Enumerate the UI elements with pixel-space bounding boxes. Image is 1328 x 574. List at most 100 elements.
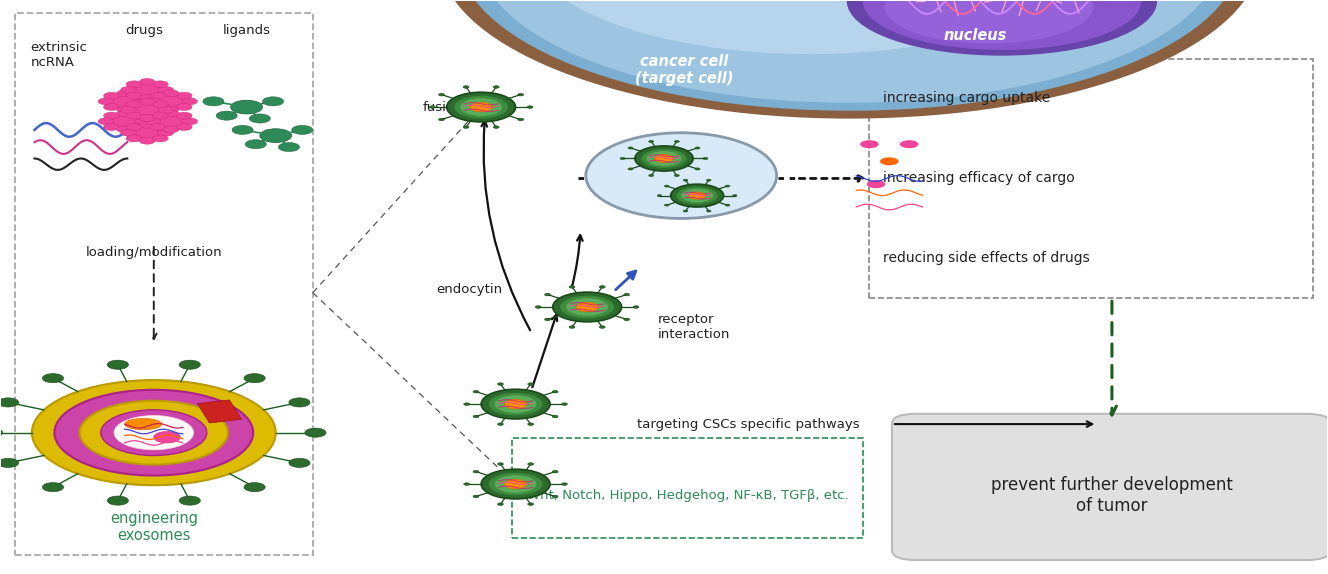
- Text: reducing side effects of drugs: reducing side effects of drugs: [883, 251, 1089, 265]
- Ellipse shape: [0, 458, 19, 467]
- Bar: [15, 13, 313, 556]
- Ellipse shape: [633, 306, 639, 308]
- Ellipse shape: [438, 0, 1260, 119]
- Text: cancer cell
(target cell): cancer cell (target cell): [635, 54, 733, 86]
- Ellipse shape: [108, 496, 129, 505]
- Ellipse shape: [599, 286, 606, 288]
- Ellipse shape: [544, 293, 551, 296]
- Ellipse shape: [263, 97, 284, 106]
- Text: increasing cargo uptake: increasing cargo uptake: [883, 91, 1050, 106]
- Ellipse shape: [494, 395, 537, 413]
- Ellipse shape: [101, 410, 207, 456]
- Ellipse shape: [498, 423, 503, 425]
- Text: ligands: ligands: [223, 24, 271, 37]
- Text: endocytin: endocytin: [436, 284, 502, 296]
- Ellipse shape: [104, 113, 120, 119]
- Ellipse shape: [664, 185, 669, 187]
- Ellipse shape: [292, 125, 313, 134]
- Ellipse shape: [733, 195, 737, 196]
- Ellipse shape: [880, 157, 899, 165]
- Text: receptor
interaction: receptor interaction: [657, 313, 730, 341]
- Ellipse shape: [552, 292, 622, 322]
- Ellipse shape: [438, 94, 445, 96]
- Ellipse shape: [158, 129, 174, 136]
- Ellipse shape: [473, 390, 479, 393]
- Ellipse shape: [703, 157, 708, 160]
- Ellipse shape: [657, 195, 661, 196]
- Ellipse shape: [130, 113, 146, 119]
- Ellipse shape: [203, 97, 224, 106]
- Ellipse shape: [463, 126, 469, 129]
- Ellipse shape: [681, 188, 713, 203]
- Ellipse shape: [552, 415, 558, 418]
- Ellipse shape: [706, 179, 710, 181]
- Ellipse shape: [463, 86, 469, 88]
- Ellipse shape: [527, 463, 534, 466]
- Bar: [870, 59, 1313, 298]
- Ellipse shape: [900, 140, 919, 148]
- Ellipse shape: [861, 140, 879, 148]
- Ellipse shape: [179, 360, 201, 369]
- Bar: [198, 400, 242, 423]
- Ellipse shape: [562, 403, 567, 405]
- FancyBboxPatch shape: [892, 414, 1328, 560]
- Ellipse shape: [0, 398, 19, 407]
- Ellipse shape: [246, 139, 267, 149]
- Ellipse shape: [0, 428, 3, 437]
- Ellipse shape: [290, 458, 309, 467]
- Ellipse shape: [158, 87, 174, 94]
- Ellipse shape: [179, 496, 201, 505]
- Ellipse shape: [576, 302, 598, 312]
- Ellipse shape: [126, 135, 142, 142]
- Ellipse shape: [231, 100, 263, 114]
- Ellipse shape: [847, 0, 1157, 56]
- Ellipse shape: [150, 92, 166, 99]
- Ellipse shape: [863, 0, 1141, 50]
- Ellipse shape: [463, 483, 470, 486]
- Ellipse shape: [867, 180, 886, 188]
- Ellipse shape: [150, 113, 166, 119]
- Ellipse shape: [527, 106, 533, 108]
- Ellipse shape: [438, 118, 445, 121]
- Ellipse shape: [260, 129, 292, 142]
- Ellipse shape: [695, 168, 700, 170]
- Ellipse shape: [559, 295, 615, 319]
- Ellipse shape: [104, 103, 120, 110]
- Ellipse shape: [139, 137, 155, 144]
- Ellipse shape: [884, 0, 1093, 44]
- Ellipse shape: [473, 495, 479, 498]
- Ellipse shape: [535, 306, 540, 308]
- Ellipse shape: [645, 151, 683, 166]
- Ellipse shape: [586, 133, 777, 219]
- Ellipse shape: [157, 115, 186, 127]
- Ellipse shape: [135, 118, 151, 125]
- Ellipse shape: [279, 142, 300, 152]
- Ellipse shape: [473, 415, 479, 418]
- Ellipse shape: [135, 98, 151, 105]
- Ellipse shape: [216, 111, 238, 120]
- Ellipse shape: [725, 204, 730, 206]
- Ellipse shape: [232, 125, 254, 134]
- Ellipse shape: [683, 210, 688, 212]
- Ellipse shape: [163, 126, 179, 133]
- Ellipse shape: [145, 98, 161, 105]
- Ellipse shape: [139, 114, 155, 121]
- Ellipse shape: [649, 174, 653, 177]
- Ellipse shape: [481, 389, 550, 419]
- Ellipse shape: [182, 118, 198, 125]
- Ellipse shape: [725, 185, 730, 187]
- Ellipse shape: [42, 374, 64, 383]
- Ellipse shape: [130, 92, 146, 99]
- Ellipse shape: [153, 92, 169, 99]
- Ellipse shape: [695, 147, 700, 149]
- Ellipse shape: [130, 103, 146, 110]
- Ellipse shape: [498, 463, 503, 466]
- Ellipse shape: [527, 383, 534, 385]
- Ellipse shape: [454, 95, 509, 119]
- Text: Wnt, Notch, Hippo, Hedgehog, NF-κB, TGFβ, etc.: Wnt, Notch, Hippo, Hedgehog, NF-κB, TGFβ…: [527, 489, 849, 502]
- Ellipse shape: [463, 403, 470, 405]
- Text: drugs: drugs: [126, 24, 163, 37]
- Ellipse shape: [675, 141, 679, 142]
- Ellipse shape: [624, 318, 629, 321]
- Ellipse shape: [498, 383, 503, 385]
